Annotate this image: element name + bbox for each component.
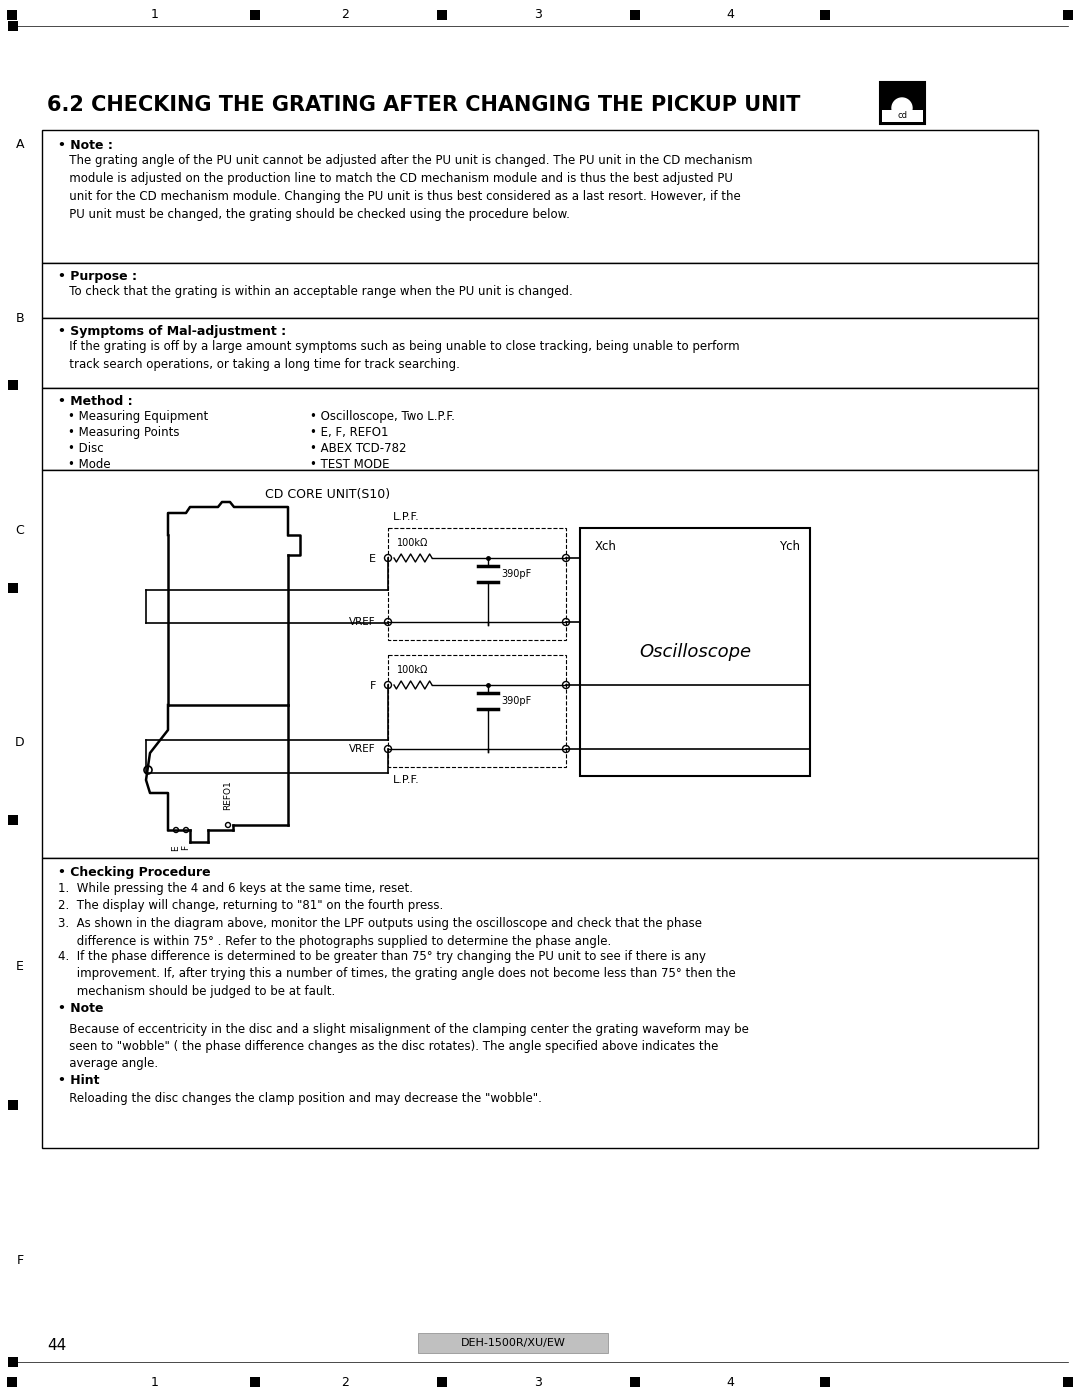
Text: 3: 3 <box>535 8 542 21</box>
Text: D: D <box>15 735 25 749</box>
Text: 1.  While pressing the 4 and 6 keys at the same time, reset.: 1. While pressing the 4 and 6 keys at th… <box>58 882 413 895</box>
Bar <box>249 10 260 20</box>
Text: E: E <box>369 555 376 564</box>
Text: 100kΩ: 100kΩ <box>397 538 429 548</box>
Bar <box>6 1377 17 1387</box>
Bar <box>42 469 1038 858</box>
Bar <box>42 388 1038 469</box>
Text: • Measuring Points: • Measuring Points <box>68 426 179 439</box>
Text: B: B <box>16 312 25 324</box>
Text: The grating angle of the PU unit cannot be adjusted after the PU unit is changed: The grating angle of the PU unit cannot … <box>58 154 753 221</box>
Text: • Note :: • Note : <box>58 138 113 152</box>
Text: DEH-1500R/XU/EW: DEH-1500R/XU/EW <box>460 1338 566 1348</box>
Bar <box>42 319 1038 388</box>
Text: L.P.F.: L.P.F. <box>393 775 420 785</box>
Text: 390pF: 390pF <box>501 696 531 705</box>
Bar <box>1063 1377 1074 1387</box>
Text: • E, F, REFO1: • E, F, REFO1 <box>310 426 389 439</box>
Bar <box>8 1099 18 1111</box>
Bar <box>437 10 447 20</box>
Text: CD CORE UNIT(S10): CD CORE UNIT(S10) <box>265 488 390 502</box>
Text: 1: 1 <box>151 8 159 21</box>
Bar <box>418 1333 608 1354</box>
Text: Oscilloscope: Oscilloscope <box>639 643 751 661</box>
Text: 1: 1 <box>151 1376 159 1389</box>
Text: F: F <box>16 1253 24 1267</box>
Text: 2: 2 <box>341 8 349 21</box>
Text: Reloading the disc changes the clamp position and may decrease the "wobble".: Reloading the disc changes the clamp pos… <box>58 1092 542 1105</box>
Text: 4: 4 <box>726 1376 734 1389</box>
Text: F: F <box>181 845 190 851</box>
Text: Ych: Ych <box>779 541 800 553</box>
Bar <box>630 1377 640 1387</box>
Bar <box>388 528 566 640</box>
Text: If the grating is off by a large amount symptoms such as being unable to close t: If the grating is off by a large amount … <box>58 339 740 372</box>
Text: C: C <box>15 524 25 536</box>
Bar <box>437 1377 447 1387</box>
Bar <box>42 130 1038 263</box>
Text: • Method :: • Method : <box>58 395 133 408</box>
Text: • Symptoms of Mal-adjustment :: • Symptoms of Mal-adjustment : <box>58 326 286 338</box>
Text: Because of eccentricity in the disc and a slight misalignment of the clamping ce: Because of eccentricity in the disc and … <box>58 1023 748 1070</box>
Bar <box>820 10 831 20</box>
Text: • Checking Procedure: • Checking Procedure <box>58 866 211 879</box>
Text: F: F <box>369 680 376 692</box>
Text: 2.  The display will change, returning to "81" on the fourth press.: 2. The display will change, returning to… <box>58 900 443 912</box>
Text: E: E <box>16 961 24 974</box>
Text: 100kΩ: 100kΩ <box>397 665 429 675</box>
Text: • Mode: • Mode <box>68 458 110 471</box>
Text: 3.  As shown in the diagram above, monitor the LPF outputs using the oscilloscop: 3. As shown in the diagram above, monito… <box>58 916 702 947</box>
Text: L.P.F.: L.P.F. <box>393 511 420 522</box>
Text: REFO1: REFO1 <box>224 781 232 810</box>
Bar <box>249 1377 260 1387</box>
Text: • Disc: • Disc <box>68 441 104 455</box>
Text: • Hint: • Hint <box>58 1074 99 1087</box>
Text: Xch: Xch <box>595 541 617 553</box>
Text: 4.  If the phase difference is determined to be greater than 75° try changing th: 4. If the phase difference is determined… <box>58 950 735 997</box>
Text: • Purpose :: • Purpose : <box>58 270 137 284</box>
Bar <box>8 21 18 31</box>
Text: • ABEX TCD-782: • ABEX TCD-782 <box>310 441 406 455</box>
Bar <box>388 655 566 767</box>
Bar <box>882 110 923 122</box>
Text: A: A <box>16 138 24 151</box>
Bar <box>8 380 18 390</box>
Bar <box>8 583 18 592</box>
Bar <box>630 10 640 20</box>
Text: cd: cd <box>897 112 907 120</box>
Text: 3: 3 <box>535 1376 542 1389</box>
Text: 390pF: 390pF <box>501 569 531 578</box>
Bar <box>580 528 810 775</box>
Bar <box>8 1356 18 1368</box>
Text: • Measuring Equipment: • Measuring Equipment <box>68 409 208 423</box>
Text: To check that the grating is within an acceptable range when the PU unit is chan: To check that the grating is within an a… <box>58 285 572 298</box>
Text: VREF: VREF <box>349 617 376 627</box>
Bar <box>8 814 18 826</box>
Bar <box>1063 10 1074 20</box>
Bar <box>880 82 924 124</box>
Text: • TEST MODE: • TEST MODE <box>310 458 390 471</box>
Text: E: E <box>172 845 180 851</box>
Circle shape <box>892 98 912 117</box>
Bar <box>42 858 1038 1148</box>
Bar <box>6 10 17 20</box>
Text: • Note: • Note <box>58 1003 104 1016</box>
Text: 4: 4 <box>726 8 734 21</box>
Text: 44: 44 <box>48 1337 66 1352</box>
Text: • Oscilloscope, Two L.P.F.: • Oscilloscope, Two L.P.F. <box>310 409 455 423</box>
Text: 6.2 CHECKING THE GRATING AFTER CHANGING THE PICKUP UNIT: 6.2 CHECKING THE GRATING AFTER CHANGING … <box>48 95 800 115</box>
Text: 2: 2 <box>341 1376 349 1389</box>
Text: VREF: VREF <box>349 745 376 754</box>
Bar <box>820 1377 831 1387</box>
Bar <box>42 263 1038 319</box>
